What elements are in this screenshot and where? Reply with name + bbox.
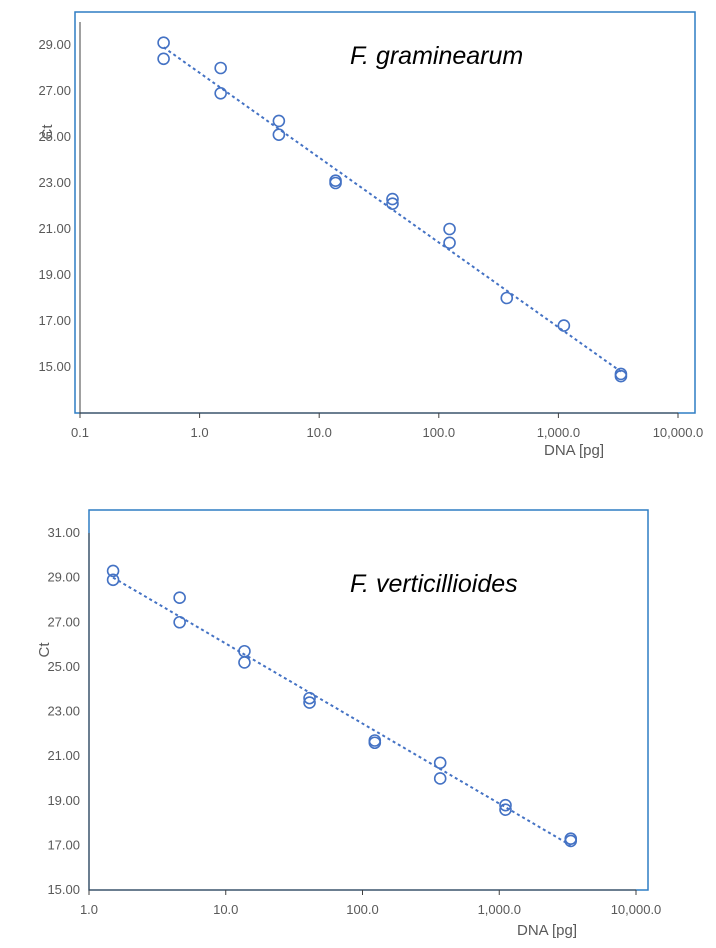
chart-2-data-point <box>173 591 186 605</box>
chart-2-y-tick-label: 21.00 <box>47 748 80 763</box>
chart-1-y-tick-label: 27.00 <box>38 83 71 98</box>
chart-1-data-point <box>443 236 456 250</box>
chart-2-data-point <box>238 656 251 669</box>
chart-1-plot: 15.00 17.00 19.00 21.00 23.00 25.00 27.00 29.00… <box>38 22 703 440</box>
chart-1-data-point <box>214 87 227 100</box>
chart-1-y-tick-label: 23.00 <box>38 175 71 190</box>
chart-1-y-tick-label: 15.00 <box>38 359 71 374</box>
chart-1-x-axis-label: DNA [pg] <box>544 442 604 459</box>
chart-2-y-tick-label: 25.00 <box>47 659 80 674</box>
chart-1-x-tick-label: 0.1 <box>71 425 89 440</box>
chart-2-y-tick-label: 27.00 <box>47 614 80 629</box>
chart-2-data-point <box>368 736 382 750</box>
chart-1-data-point <box>614 369 628 383</box>
chart-1-y-tick-label: 17.00 <box>38 313 71 328</box>
chart-2-plot: 15.00 17.00 19.00 21.00 23.00 25.00 27.00 29.00… <box>47 525 661 917</box>
chart-2-title: F. verticillioides <box>350 570 518 598</box>
chart-2-data-point <box>303 691 316 705</box>
chart-1-data-point <box>386 192 399 206</box>
chart-1-data-point <box>157 52 170 66</box>
chart-2-x-tick-label: 1.0 <box>80 902 98 917</box>
chart-2-x-axis-label: DNA [pg] <box>517 922 577 939</box>
chart-2-y-tick-label: 17.00 <box>47 837 80 852</box>
chart-2-frame <box>88 509 649 891</box>
chart-1-y-tick-label: 21.00 <box>38 221 71 236</box>
chart-1-y-tick-label: 29.00 <box>38 37 71 52</box>
chart-2-data-point <box>106 573 120 587</box>
chart-2-x-tick-label: 10.0 <box>213 902 238 917</box>
chart-1-data-point <box>557 319 571 332</box>
chart-1-data-point <box>272 128 286 141</box>
chart-1-x-tick-label: 10,000.0 <box>653 425 704 440</box>
chart-1-title: F. graminearum <box>350 42 523 70</box>
chart-2-y-tick-label: 29.00 <box>47 570 80 585</box>
chart-1-x-tick-label: 10.0 <box>307 425 332 440</box>
chart-1-frame <box>74 11 696 414</box>
chart-2-x-tick-label: 1,000.0 <box>478 902 521 917</box>
chart-1-y-axis-label: Ct <box>39 124 56 140</box>
chart-2-y-tick-label: 15.00 <box>47 882 80 897</box>
chart-1-data-point <box>157 36 170 50</box>
chart-2-data-point <box>433 756 447 770</box>
chart-2-data-point <box>499 803 512 816</box>
chart-2-trendline <box>112 576 572 847</box>
chart-2-data-point <box>106 564 120 578</box>
chart-1-data-point <box>386 197 399 210</box>
chart-2-data-point <box>433 772 447 785</box>
chart-2-data-point <box>499 798 512 812</box>
chart-1-data-point <box>329 176 342 190</box>
chart-2-x-tick-label: 100.0 <box>346 902 379 917</box>
chart-1-x-tick-label: 100.0 <box>423 425 456 440</box>
chart-1-data-point <box>500 291 514 305</box>
chart-1-data-point <box>443 222 456 236</box>
chart-1-x-tick-label: 1.0 <box>191 425 209 440</box>
chart-2-data-point <box>564 834 578 848</box>
chart-1-y-tick-label: 25.00 <box>38 129 71 144</box>
chart-1-y-tick-label: 19.00 <box>38 267 71 282</box>
chart-1-data-point <box>272 114 286 128</box>
chart-1-x-tick-label: 1,000.0 <box>537 425 580 440</box>
chart-2-y-tick-label: 19.00 <box>47 793 80 808</box>
chart-2-data-point <box>303 696 316 709</box>
chart-2-y-axis-label: Ct <box>36 642 53 658</box>
chart-2-y-tick-label: 23.00 <box>47 704 80 719</box>
chart-2-x-tick-label: 10,000.0 <box>611 902 662 917</box>
chart-1-data-point <box>214 61 227 75</box>
chart-2-data-point <box>173 615 186 629</box>
chart-2-y-tick-label: 31.00 <box>47 525 80 540</box>
